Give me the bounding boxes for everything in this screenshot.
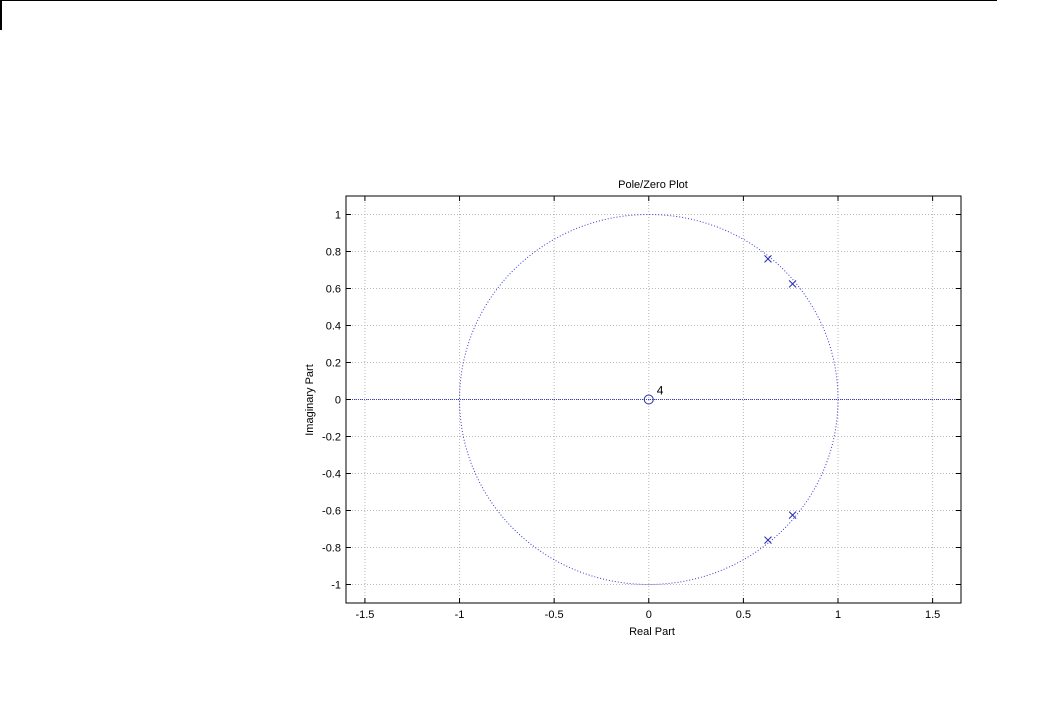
y-tick-label: 0.4 [326,321,341,333]
y-tick-label: -1 [331,580,341,592]
y-tick-label: 1 [335,210,341,222]
y-tick-label: 0 [335,395,341,407]
y-tick-label: -0.2 [322,432,341,444]
x-tick-label: -1.5 [355,609,374,621]
marks-layer: 4 [643,255,797,544]
x-tick-label: 1 [835,609,841,621]
unit-circle-layer [346,214,961,585]
pole-marker [788,280,797,288]
y-tick-label: -0.6 [322,506,341,518]
page-top-rule [0,0,997,1]
x-axis-label: Real Part [629,626,675,638]
y-axis-label: Imaginary Part [304,364,316,436]
unit-circle [459,214,839,585]
chart-title: Pole/Zero Plot [618,179,688,191]
x-tick-label: -1 [455,609,465,621]
x-tick-label: 0.5 [736,609,751,621]
y-tick-label: 0.6 [326,284,341,296]
pole-marker [788,511,797,519]
zero-marker [643,394,654,405]
y-tick-label: -0.8 [322,543,341,555]
zero-multiplicity-label: 4 [657,384,664,398]
y-tick-label: -0.4 [322,469,341,481]
y-tick-label: 0.2 [326,358,341,370]
pole-marker [764,255,772,263]
page-left-rule [0,0,2,30]
x-tick-label: 1.5 [925,609,940,621]
pole-marker [764,536,772,544]
ticks-layer: -1.5 -1 -0.5 0 0.5 1 1.5 1 0.8 0.6 0.4 0.2 0 -0.2 -0.4… [322,196,961,621]
x-tick-label: 0 [646,609,652,621]
x-tick-label: -0.5 [545,609,564,621]
y-tick-label: 0.8 [326,247,341,259]
